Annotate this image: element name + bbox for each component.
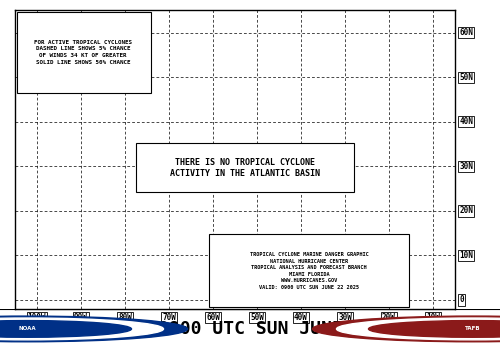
Text: 10W: 10W [426,313,440,322]
Text: VALID:  0900 UTC SUN JUNE 22 2025: VALID: 0900 UTC SUN JUNE 22 2025 [70,320,430,338]
Text: 80W: 80W [118,313,132,322]
Text: 100W: 100W [28,313,46,322]
Circle shape [0,321,132,337]
Text: 50N: 50N [459,73,473,82]
Text: 20N: 20N [459,206,473,215]
FancyBboxPatch shape [136,143,354,193]
Text: 40W: 40W [294,313,308,322]
Circle shape [336,318,500,340]
Text: 30N: 30N [459,162,473,171]
Circle shape [0,318,164,340]
Text: 60W: 60W [206,313,220,322]
Text: 90W: 90W [74,313,88,322]
Text: 10N: 10N [459,251,473,260]
Text: 30W: 30W [338,313,352,322]
Text: 60N: 60N [459,28,473,37]
Text: FOR ACTIVE TROPICAL CYCLONES
DASHED LINE SHOWS 5% CHANCE
OF WINDS 34 KT OF GREAT: FOR ACTIVE TROPICAL CYCLONES DASHED LINE… [34,40,132,65]
Text: 40N: 40N [459,117,473,126]
FancyBboxPatch shape [208,234,409,307]
Text: NOAA: NOAA [18,326,36,332]
Text: TAFB: TAFB [464,326,480,332]
Circle shape [312,316,500,342]
Text: 20W: 20W [382,313,396,322]
Text: THERE IS NO TROPICAL CYCLONE
ACTIVITY IN THE ATLANTIC BASIN: THERE IS NO TROPICAL CYCLONE ACTIVITY IN… [170,158,320,178]
Circle shape [368,321,500,337]
Text: 50W: 50W [250,313,264,322]
Text: 70W: 70W [162,313,176,322]
Text: 0: 0 [459,296,464,304]
Circle shape [0,316,188,342]
Text: TROPICAL CYCLONE MARINE DANGER GRAPHIC
NATIONAL HURRICANE CENTER
TROPICAL ANALYS: TROPICAL CYCLONE MARINE DANGER GRAPHIC N… [250,252,368,290]
FancyBboxPatch shape [17,12,152,92]
